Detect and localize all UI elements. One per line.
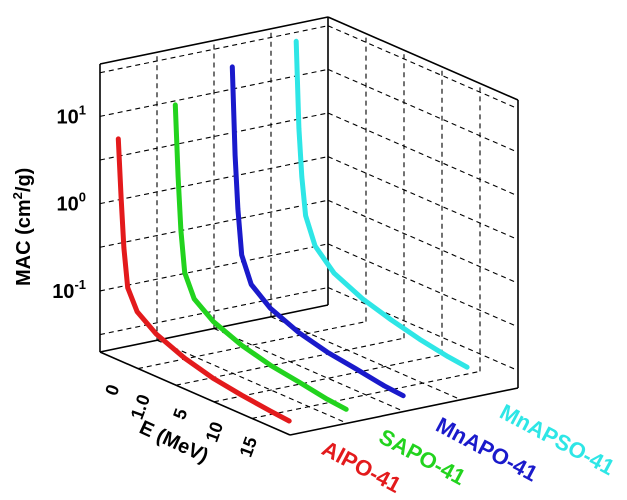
x-tick-label: 0 [101, 382, 123, 398]
series-line-mnapso-41 [293, 38, 470, 370]
z-tick-label: 101 [57, 102, 86, 128]
series-group [115, 38, 470, 424]
z-axis-title: MAC (cm2/g) [10, 168, 35, 286]
axis-top-back-edge [327, 16, 519, 101]
series-line-sapo-41 [172, 102, 349, 412]
x-tick-label: 1.0 [127, 392, 154, 422]
series-line-mnapo-41 [229, 64, 406, 399]
gridline-floor-e [270, 316, 462, 401]
gridline-left-wall [99, 112, 329, 161]
gridline-floor-depth [213, 354, 443, 403]
gridline-left-wall [99, 243, 329, 292]
gridline-left-wall [99, 68, 329, 117]
gridline-back-wall [327, 156, 519, 241]
gridline-back-wall [327, 287, 519, 372]
gridline-left-wall [99, 156, 329, 205]
x-tick-label: 5 [169, 406, 191, 422]
x-axis-title: E (MeV) [136, 417, 212, 468]
gridline-floor-depth [137, 321, 367, 370]
z-tick-label: 10-1 [52, 277, 86, 303]
gridline-left-wall [99, 287, 329, 336]
gridline-floor-e [156, 339, 348, 424]
x-tick-label: 10 [202, 419, 228, 445]
gridline-back-wall [327, 68, 519, 153]
z-tick-label: 100 [57, 190, 86, 216]
axis-top-left-edge [99, 16, 329, 65]
axis-e-floor [99, 351, 291, 436]
axes-frame [99, 16, 519, 436]
labels: AlPO-41SAPO-41MnAPO-41MnAPSO-4110110010-… [10, 102, 619, 497]
x-tick-label: 15 [236, 434, 262, 460]
gridline-floor-depth [251, 370, 481, 419]
gridline-left-wall [99, 199, 329, 248]
gridline-back-wall [327, 243, 519, 328]
gridline-floor-e [213, 327, 405, 413]
gridline-left-wall [99, 25, 329, 74]
gridline-back-wall [327, 25, 519, 110]
series-line-alpo-41 [115, 136, 292, 424]
gridline-back-wall [327, 199, 519, 284]
gridline-back-wall [327, 112, 519, 197]
